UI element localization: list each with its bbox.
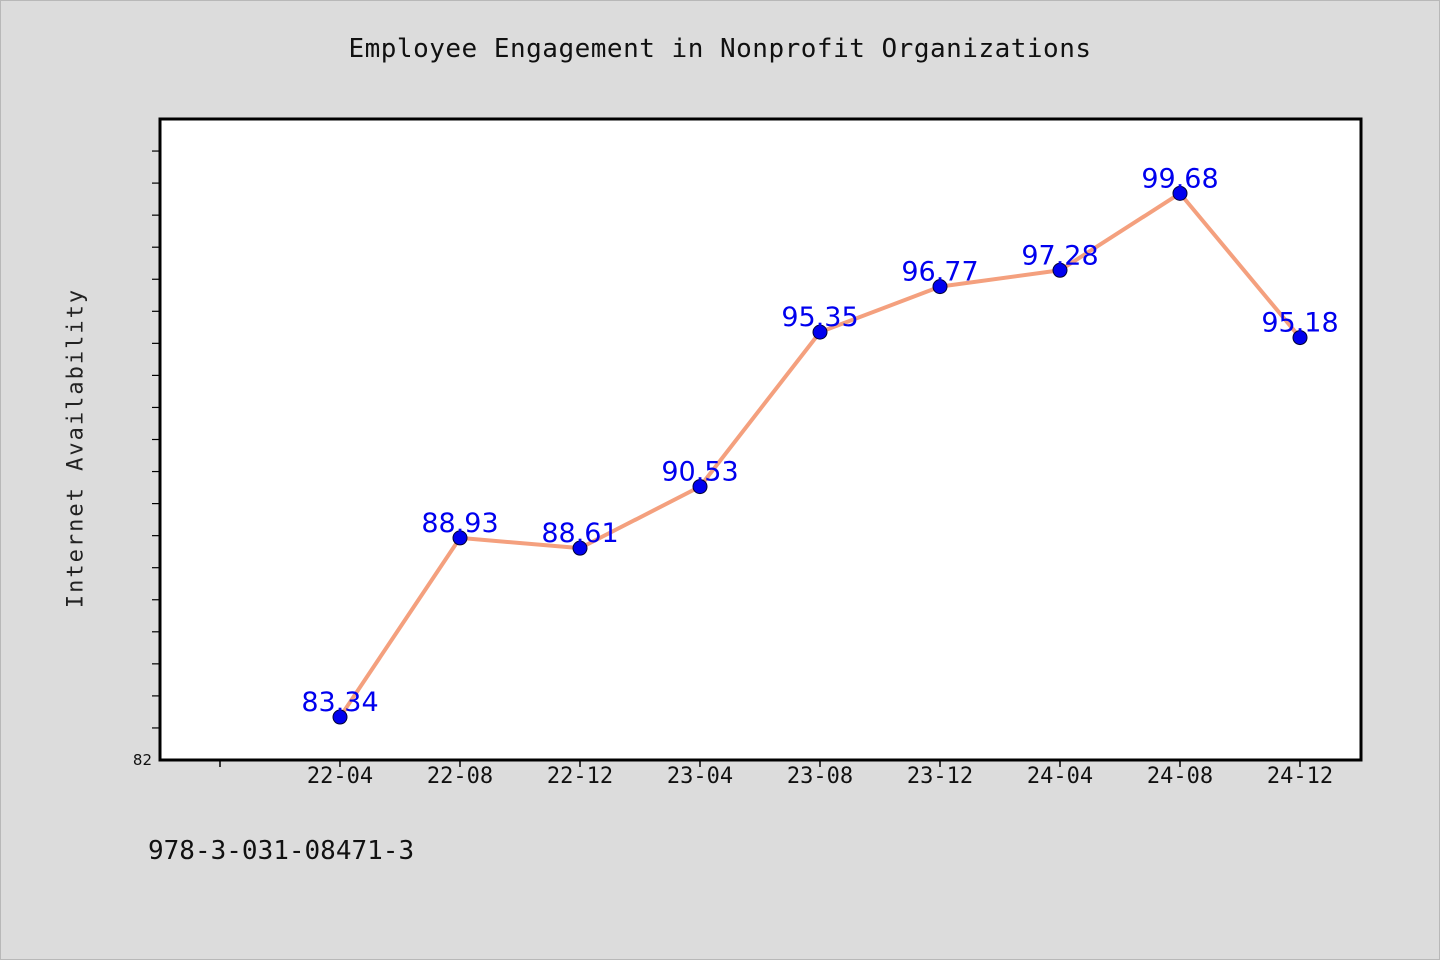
data-label: 90.53: [661, 457, 738, 488]
data-point: [932, 279, 948, 295]
data-point: [812, 324, 828, 340]
data-label: 83.34: [301, 687, 378, 718]
data-label: 96.77: [901, 257, 978, 288]
x-tick-label: 24-08: [1147, 764, 1213, 789]
data-point: [452, 530, 468, 546]
x-tick-label: 24-04: [1027, 764, 1093, 789]
data-markers: [332, 185, 1308, 725]
data-label: 99.68: [1141, 163, 1218, 194]
footnote-isbn: 978-3-031-08471-3: [148, 836, 415, 866]
x-axis: 22-04 22-08 22-12 23-04 23-08 23-12 24-04 24-08…: [219, 760, 1333, 789]
x-tick-label: 23-04: [667, 764, 733, 789]
data-label: 88.93: [421, 508, 498, 539]
data-label: 95.35: [781, 302, 858, 333]
x-tick-label: 22-08: [427, 764, 493, 789]
y-axis: 82: [133, 150, 160, 769]
x-tick-label: 22-12: [547, 764, 613, 789]
data-label: 88.61: [541, 518, 618, 549]
data-point: [1292, 330, 1308, 346]
x-tick-label: 23-08: [787, 764, 853, 789]
x-tick-label: 22-04: [307, 764, 373, 789]
plot-area: [158, 117, 1363, 762]
data-point: [1172, 185, 1188, 201]
data-point: [332, 709, 348, 725]
y-tick-label: 82: [133, 751, 152, 769]
data-point: [572, 540, 588, 556]
chart-title: Employee Engagement in Nonprofit Organiz…: [348, 34, 1092, 64]
x-tick-label: 24-12: [1267, 764, 1333, 789]
data-point: [1052, 262, 1068, 278]
data-point: [692, 479, 708, 495]
data-labels: 83.34 88.93 88.61 90.53 95.35 96.77 97.28 99.68…: [301, 163, 1338, 718]
data-label: 95.18: [1261, 308, 1338, 339]
x-tick-label: 23-12: [907, 764, 973, 789]
data-label: 97.28: [1021, 240, 1098, 271]
